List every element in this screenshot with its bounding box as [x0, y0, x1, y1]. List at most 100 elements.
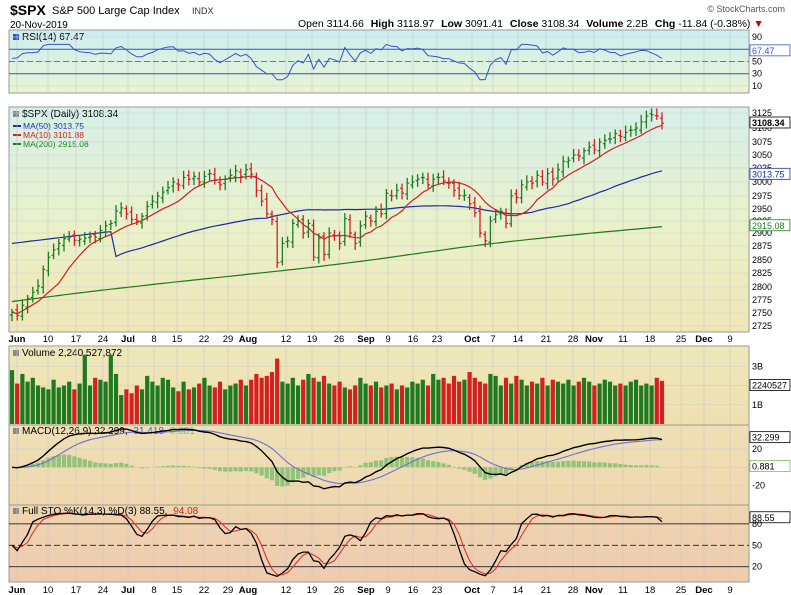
macd-histogram-bar: [98, 463, 103, 468]
macd-histogram-bar: [545, 461, 550, 468]
macd-legend-signal: 31.418: [133, 426, 164, 437]
volume-bar: [592, 385, 597, 424]
rsi-y-tick: 30: [752, 69, 762, 79]
macd-histogram-bar: [233, 467, 238, 472]
volume-bar: [176, 391, 181, 424]
x-tick-bottom: 9: [385, 585, 390, 595]
volume-bar: [389, 383, 394, 424]
macd-legend-main: MACD(12,26,9) 32.299,: [22, 426, 128, 437]
macd-histogram-bar: [311, 467, 316, 478]
sto-legend-d: 94.08: [173, 506, 198, 517]
macd-histogram-bar: [540, 461, 545, 468]
price-y-tick: 2750: [752, 308, 772, 318]
volume-bar: [46, 389, 51, 424]
macd-histogram-bar: [623, 464, 628, 468]
macd-histogram-bar: [259, 467, 264, 476]
x-tick-price: 9: [727, 334, 732, 345]
volume-bar: [363, 383, 368, 424]
macd-signal-line: [11, 429, 663, 485]
macd-histogram-bar: [238, 467, 243, 472]
volume-bar: [410, 381, 415, 424]
volume-bar: [129, 393, 134, 424]
rsi-legend-text: RSI(14) 67.47: [22, 32, 85, 43]
volume-bar: [82, 354, 87, 424]
volume-bar: [649, 385, 654, 424]
macd-y-tick: 20: [752, 444, 762, 454]
x-tick-bottom: 29: [223, 585, 234, 595]
macd-histogram-bar: [217, 467, 223, 472]
macd-histogram-bar: [602, 462, 607, 468]
x-tick-price: 18: [645, 334, 656, 345]
volume-bar: [254, 373, 259, 424]
volume-last-tag-box: [749, 379, 791, 391]
x-tick-price: Nov: [585, 334, 604, 345]
x-tick-bottom: 9: [727, 585, 732, 595]
x-tick-bottom: 8: [151, 585, 156, 595]
x-tick-bottom: 22: [199, 585, 210, 595]
macd-histogram-bar: [197, 467, 202, 469]
macd-histogram-bar: [415, 457, 420, 468]
volume-bar: [171, 387, 176, 424]
x-tick-bottom: 12: [281, 585, 292, 595]
volume-bar: [25, 381, 30, 424]
volume-bar: [223, 389, 228, 424]
macd-histogram-bar: [264, 467, 269, 479]
volume-bar: [425, 385, 431, 424]
macd-y-tick: 0.881: [752, 461, 775, 471]
macd-histogram-bar: [202, 467, 207, 469]
volume-bar: [607, 381, 613, 424]
x-tick-price: 15: [172, 334, 183, 345]
macd-histogram-bar: [51, 456, 56, 468]
volume-bar: [30, 377, 35, 424]
volume-bar: [165, 379, 171, 424]
x-tick-price: 19: [307, 334, 318, 345]
macd-histogram-bar: [649, 465, 654, 468]
volume-bar: [108, 354, 113, 424]
macd-histogram-bar: [368, 462, 373, 468]
macd-histogram-bar: [67, 454, 72, 468]
price-y-tick: 2950: [752, 204, 772, 214]
price-last-tag: 3013.75: [752, 169, 785, 179]
volume-bar: [503, 377, 509, 424]
macd-histogram-bar: [290, 467, 295, 483]
volume-bar: [155, 385, 160, 424]
macd-histogram-bar: [503, 467, 509, 475]
x-tick-bottom: 26: [334, 585, 345, 595]
volume-bar: [384, 385, 389, 424]
volume-bar: [181, 381, 186, 424]
macd-histogram-bar: [524, 463, 529, 468]
volume-bar: [457, 381, 462, 424]
volume-bar: [368, 385, 373, 424]
volume-bar: [628, 381, 633, 424]
exchange: INDX: [192, 6, 214, 16]
volume-bar: [399, 385, 405, 424]
x-tick-price: 28: [568, 334, 579, 345]
macd-histogram-bar: [171, 465, 176, 468]
volume-bar: [436, 379, 441, 424]
x-tick-bottom: Aug: [239, 585, 258, 595]
macd-histogram-bar: [223, 467, 228, 472]
price-last-tag-box: [749, 167, 791, 180]
volume-bar: [550, 379, 555, 424]
macd-histogram-bar: [347, 466, 353, 468]
macd-histogram-bar: [165, 465, 171, 468]
marks-layer: [9, 43, 665, 578]
macd-histogram-bar: [181, 465, 186, 468]
volume-bar: [654, 377, 659, 424]
macd-histogram-bar: [41, 460, 46, 468]
macd-histogram-bar: [61, 454, 67, 468]
volume-y-tick: 1B: [752, 400, 763, 410]
price-y-tick: 2825: [752, 268, 772, 278]
volume-bar: [233, 383, 238, 424]
macd-histogram-bar: [327, 467, 332, 473]
volume-bar: [67, 381, 72, 424]
macd-histogram-bar: [212, 467, 217, 470]
volume-bar: [280, 381, 285, 424]
macd-histogram-bar: [275, 467, 280, 486]
macd-histogram-bar: [472, 467, 477, 474]
macd-histogram-bar: [581, 461, 587, 468]
volume-bar: [35, 385, 41, 424]
macd-y-tick: -20: [752, 481, 765, 491]
x-tick-bottom: 15: [172, 585, 183, 595]
brand-logo: © StockCharts.com: [707, 4, 785, 14]
